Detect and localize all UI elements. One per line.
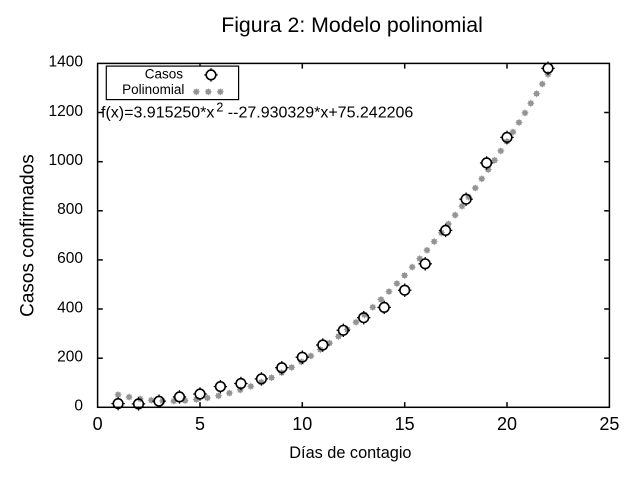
svg-text:800: 800 xyxy=(57,201,83,218)
svg-text:10: 10 xyxy=(292,414,312,434)
svg-text:15: 15 xyxy=(395,414,415,434)
svg-text:Polinomial: Polinomial xyxy=(122,82,184,97)
svg-text:0: 0 xyxy=(93,414,103,434)
svg-text:1200: 1200 xyxy=(49,103,84,120)
svg-text:1400: 1400 xyxy=(49,54,84,71)
svg-text:1000: 1000 xyxy=(49,152,84,169)
svg-text:20: 20 xyxy=(497,414,517,434)
svg-text:400: 400 xyxy=(57,299,83,316)
svg-text:Casos confirmados: Casos confirmados xyxy=(18,154,39,317)
svg-text:Figura 2: Modelo polinomial: Figura 2: Modelo polinomial xyxy=(221,13,483,37)
svg-text:Casos: Casos xyxy=(145,67,184,82)
svg-text:600: 600 xyxy=(57,250,83,267)
svg-text:5: 5 xyxy=(195,414,205,434)
svg-text:200: 200 xyxy=(57,349,83,366)
svg-text:Días de contagio: Días de contagio xyxy=(289,444,411,462)
svg-text:25: 25 xyxy=(599,414,619,434)
svg-text:0: 0 xyxy=(74,398,83,415)
svg-text:f(x)=3.915250*x2 --27.930329*x: f(x)=3.915250*x 2 --27.930329*x+75.242206 xyxy=(101,101,413,122)
